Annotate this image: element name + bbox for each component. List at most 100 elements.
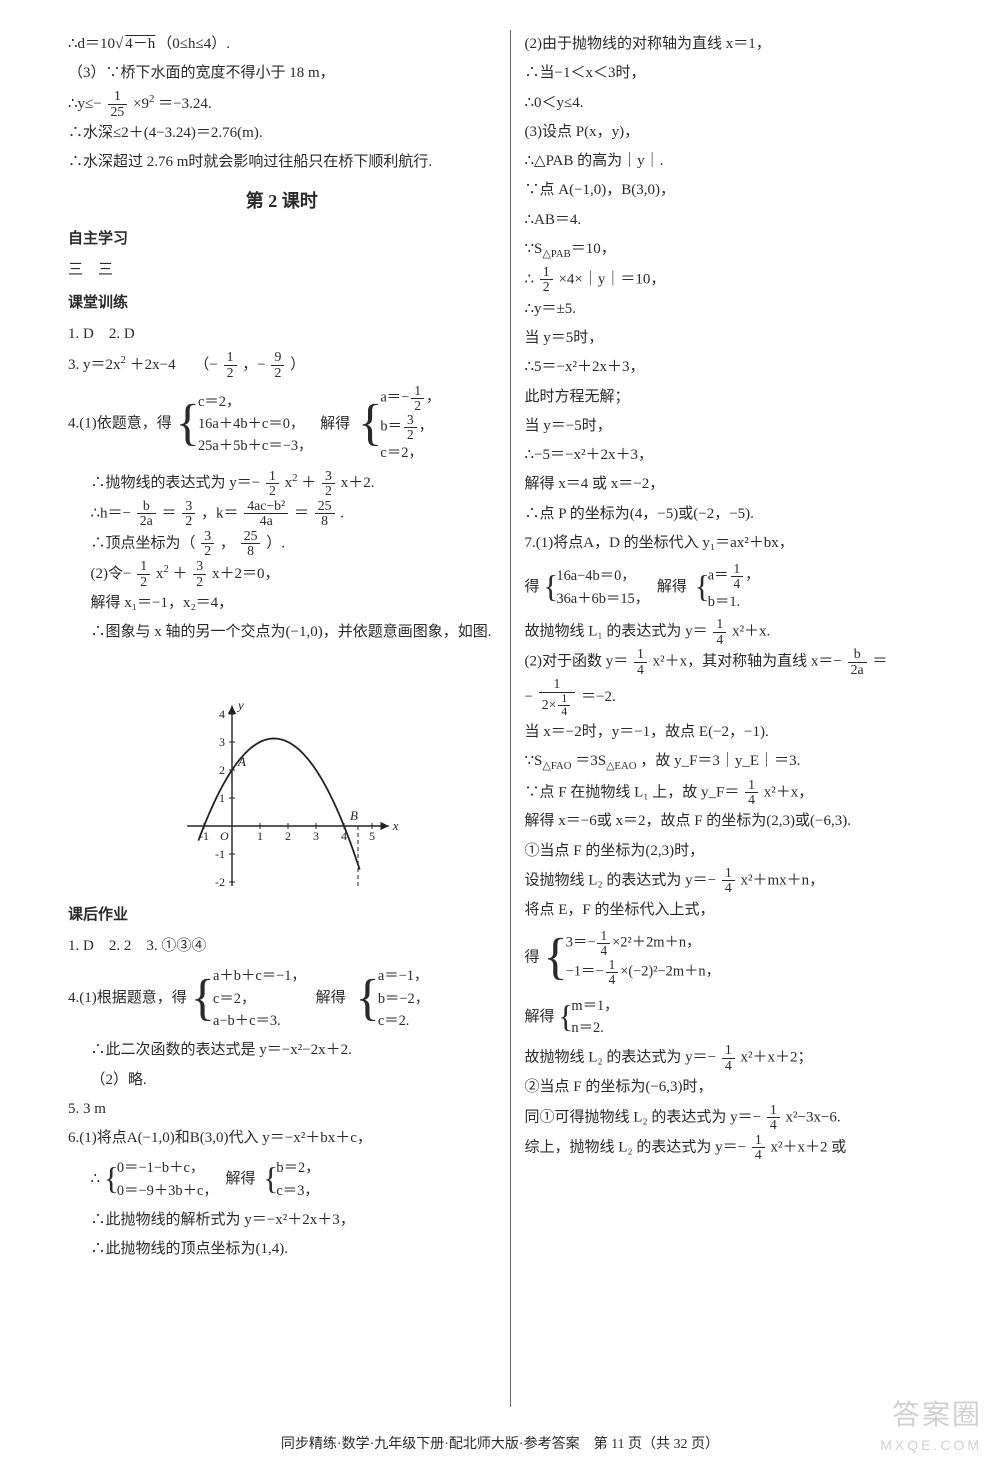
text: 解得 [657,579,687,595]
text: ∴−5＝−x²＋2x＋3， [525,441,953,470]
text: . [340,505,344,521]
text: 0＝−9＋3b＋c， [117,1180,218,1202]
text: 当 y＝5时， [525,324,953,353]
text: ∴当−1＜x＜3时， [525,59,953,88]
text: ∴此抛物线的顶点坐标为(1,4). [68,1235,496,1264]
text: ， [220,535,235,551]
frac-den: 2 [266,484,279,498]
text: ∴水深≤2＋(4−3.24)＝2.76(m). [68,119,496,148]
frac-num: 1 [540,265,553,280]
frac-den: 2 [201,544,214,558]
text: x²−3x−6. [786,1109,841,1125]
frac-num: 1 [767,1103,780,1118]
text: ） [290,357,305,373]
two-column-layout: ∴d＝10√4－h（0≤h≤4）. （3）∵桥下水面的宽度不得小于 18 m， … [60,30,960,1407]
svg-text:y: y [236,697,244,712]
watermark-sub: MXQE.COM [880,1437,982,1453]
text: 3＝− [566,935,596,951]
frac-num: 3 [201,529,214,544]
text: c＝3， [276,1180,319,1202]
frac-den: 4 [606,973,619,987]
svg-text:O: O [220,829,229,843]
answer-line: 1. D 2. D [68,320,496,349]
frac-den: 4 [634,663,647,677]
text: ＋ [301,475,316,491]
frac-den: 4 [722,881,735,895]
svg-text:3: 3 [313,829,319,843]
text: 4.(1)依题意，得 [68,416,172,432]
text: 故抛物线 L₂ 的表达式为 y＝− [525,1050,717,1066]
text: 25a＋5b＋c＝−3， [198,435,312,457]
text: x [285,475,293,491]
text: ∴y≤− [68,96,102,112]
frac-den: 2 [193,575,206,589]
text: 3. y＝2x [68,357,121,373]
frac-den: 2a [137,514,156,528]
left-column: ∴d＝10√4－h（0≤h≤4）. （3）∵桥下水面的宽度不得小于 18 m， … [60,30,511,1407]
text: 16a−4b＝0， [556,565,649,587]
svg-text:x: x [392,818,399,833]
text: − [525,689,533,705]
text: a＝−1， [378,965,429,987]
text: 三 三 [68,256,496,285]
text: (2)令− [91,566,132,582]
frac-den: 8 [315,514,335,528]
text: ①当点 F 的坐标为(2,3)时， [525,837,953,866]
text: 6.(1)将点A(−1,0)和B(3,0)代入 y＝−x²＋bx＋c， [68,1124,496,1153]
text: （2）略. [68,1066,496,1095]
text: a＝− [380,390,409,406]
frac-den: 4a [244,514,288,528]
text: ＝−3.24. [158,96,211,112]
text: 0＝−1−b＋c， [117,1157,218,1179]
text: 36a＋6b＝15， [556,588,649,610]
text: (3)设点 P(x，y)， [525,118,953,147]
text: 得 [525,579,540,595]
frac-num: b [848,647,867,662]
svg-text:5: 5 [369,829,375,843]
text: ＝ [294,505,309,521]
page: ∴d＝10√4－h（0≤h≤4）. （3）∵桥下水面的宽度不得小于 18 m， … [0,0,1000,1467]
frac-den: 2 [224,366,237,380]
text: 同①可得抛物线 L₂ 的表达式为 y＝− [525,1109,762,1125]
frac-den: 8 [241,544,261,558]
answer-line: 1. D 2. 2 3. ①③④ [68,932,496,961]
frac-num: 1 [558,693,570,706]
frac-num: 1 [597,929,610,944]
text: ×(−2)²−2m＋n， [620,964,720,980]
text: ∴AB＝4. [525,206,953,235]
text: ＝3S [575,753,606,769]
frac-den: 4 [731,577,744,591]
text: ，故 y_F＝3｜y_E｜＝3. [640,753,800,769]
frac-num: 1 [713,617,726,632]
text: x²＋x＋2 或 [771,1139,847,1155]
text: 当 x＝−2时，y＝−1，故点 E(−2，−1). [525,718,953,747]
text: 解得 x＝4 或 x＝−2， [525,470,953,499]
text: ∴此抛物线的解析式为 y＝−x²＋2x＋3， [68,1206,496,1235]
text: 设抛物线 L₂ 的表达式为 y＝− [525,872,717,888]
text: x²＋x，其对称轴为直线 x＝− [653,654,842,670]
frac-num: 1 [606,958,619,973]
text: c＝2， [198,391,312,413]
text: ＝−2. [581,689,616,705]
frac-num: 1 [731,562,744,577]
frac-den: 2 [137,575,150,589]
frac-num: 1 [634,647,647,662]
text: b＝ [380,419,402,435]
text: ×4×｜y｜＝10， [558,271,665,287]
text: (2)由于抛物线的对称轴为直线 x＝1， [525,30,953,59]
text: ×9 [133,96,149,112]
frac-num: 9 [271,350,284,365]
text: （− [194,357,217,373]
text: ＋ [173,566,188,582]
text: 得 [525,949,540,965]
text: △EAO [606,760,637,772]
text: ，− [242,357,265,373]
frac-num: 3 [404,413,417,428]
text: 解得 [316,990,346,1006]
text: 5. 3 m [68,1095,496,1124]
text: 解得 [525,1009,555,1025]
text: ∵S [525,241,543,257]
text: 此时方程无解； [525,383,953,412]
frac-num: 1 [722,866,735,881]
text: b＝2， [276,1157,319,1179]
